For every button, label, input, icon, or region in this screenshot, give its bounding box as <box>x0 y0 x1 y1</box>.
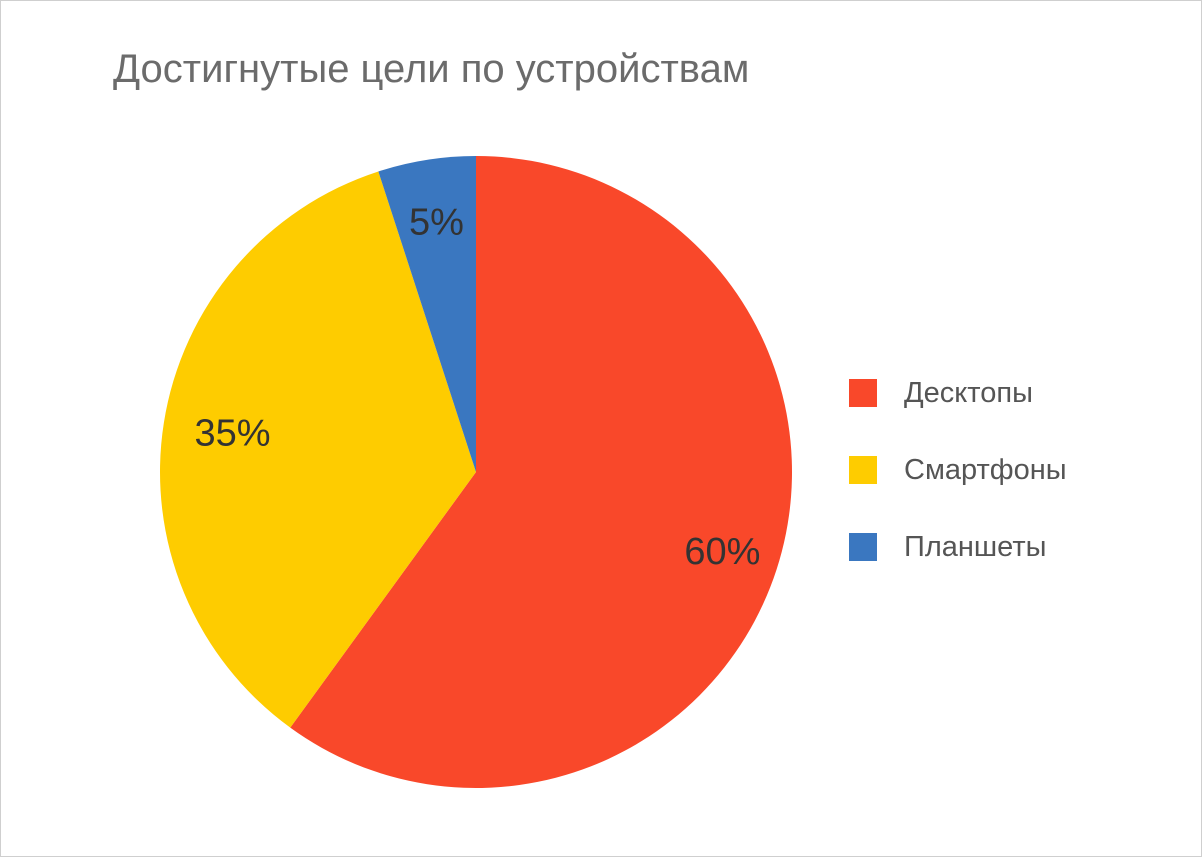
legend-item-tablets: Планшеты <box>849 523 1067 571</box>
chart-title: Достигнутые цели по устройствам <box>113 47 750 91</box>
pie-slice-desktops <box>290 156 793 788</box>
legend-swatch-desktops <box>849 379 877 407</box>
legend-label-desktops: Десктопы <box>904 376 1033 409</box>
legend-item-desktops: Десктопы <box>849 369 1067 417</box>
pie-slice-smartphones <box>159 171 476 728</box>
legend-label-smartphones: Смартфоны <box>904 453 1067 486</box>
slice-label-tablets: 5% <box>409 201 464 243</box>
legend-item-smartphones: Смартфоны <box>849 446 1067 494</box>
legend-swatch-smartphones <box>849 456 877 484</box>
slice-label-desktops: 60% <box>684 531 760 573</box>
legend-label-tablets: Планшеты <box>904 530 1047 563</box>
slice-label-smartphones: 35% <box>195 412 271 454</box>
legend: Десктопы Смартфоны Планшеты <box>849 369 1067 600</box>
pie-slice-tablets <box>378 156 476 472</box>
legend-swatch-tablets <box>849 533 877 561</box>
